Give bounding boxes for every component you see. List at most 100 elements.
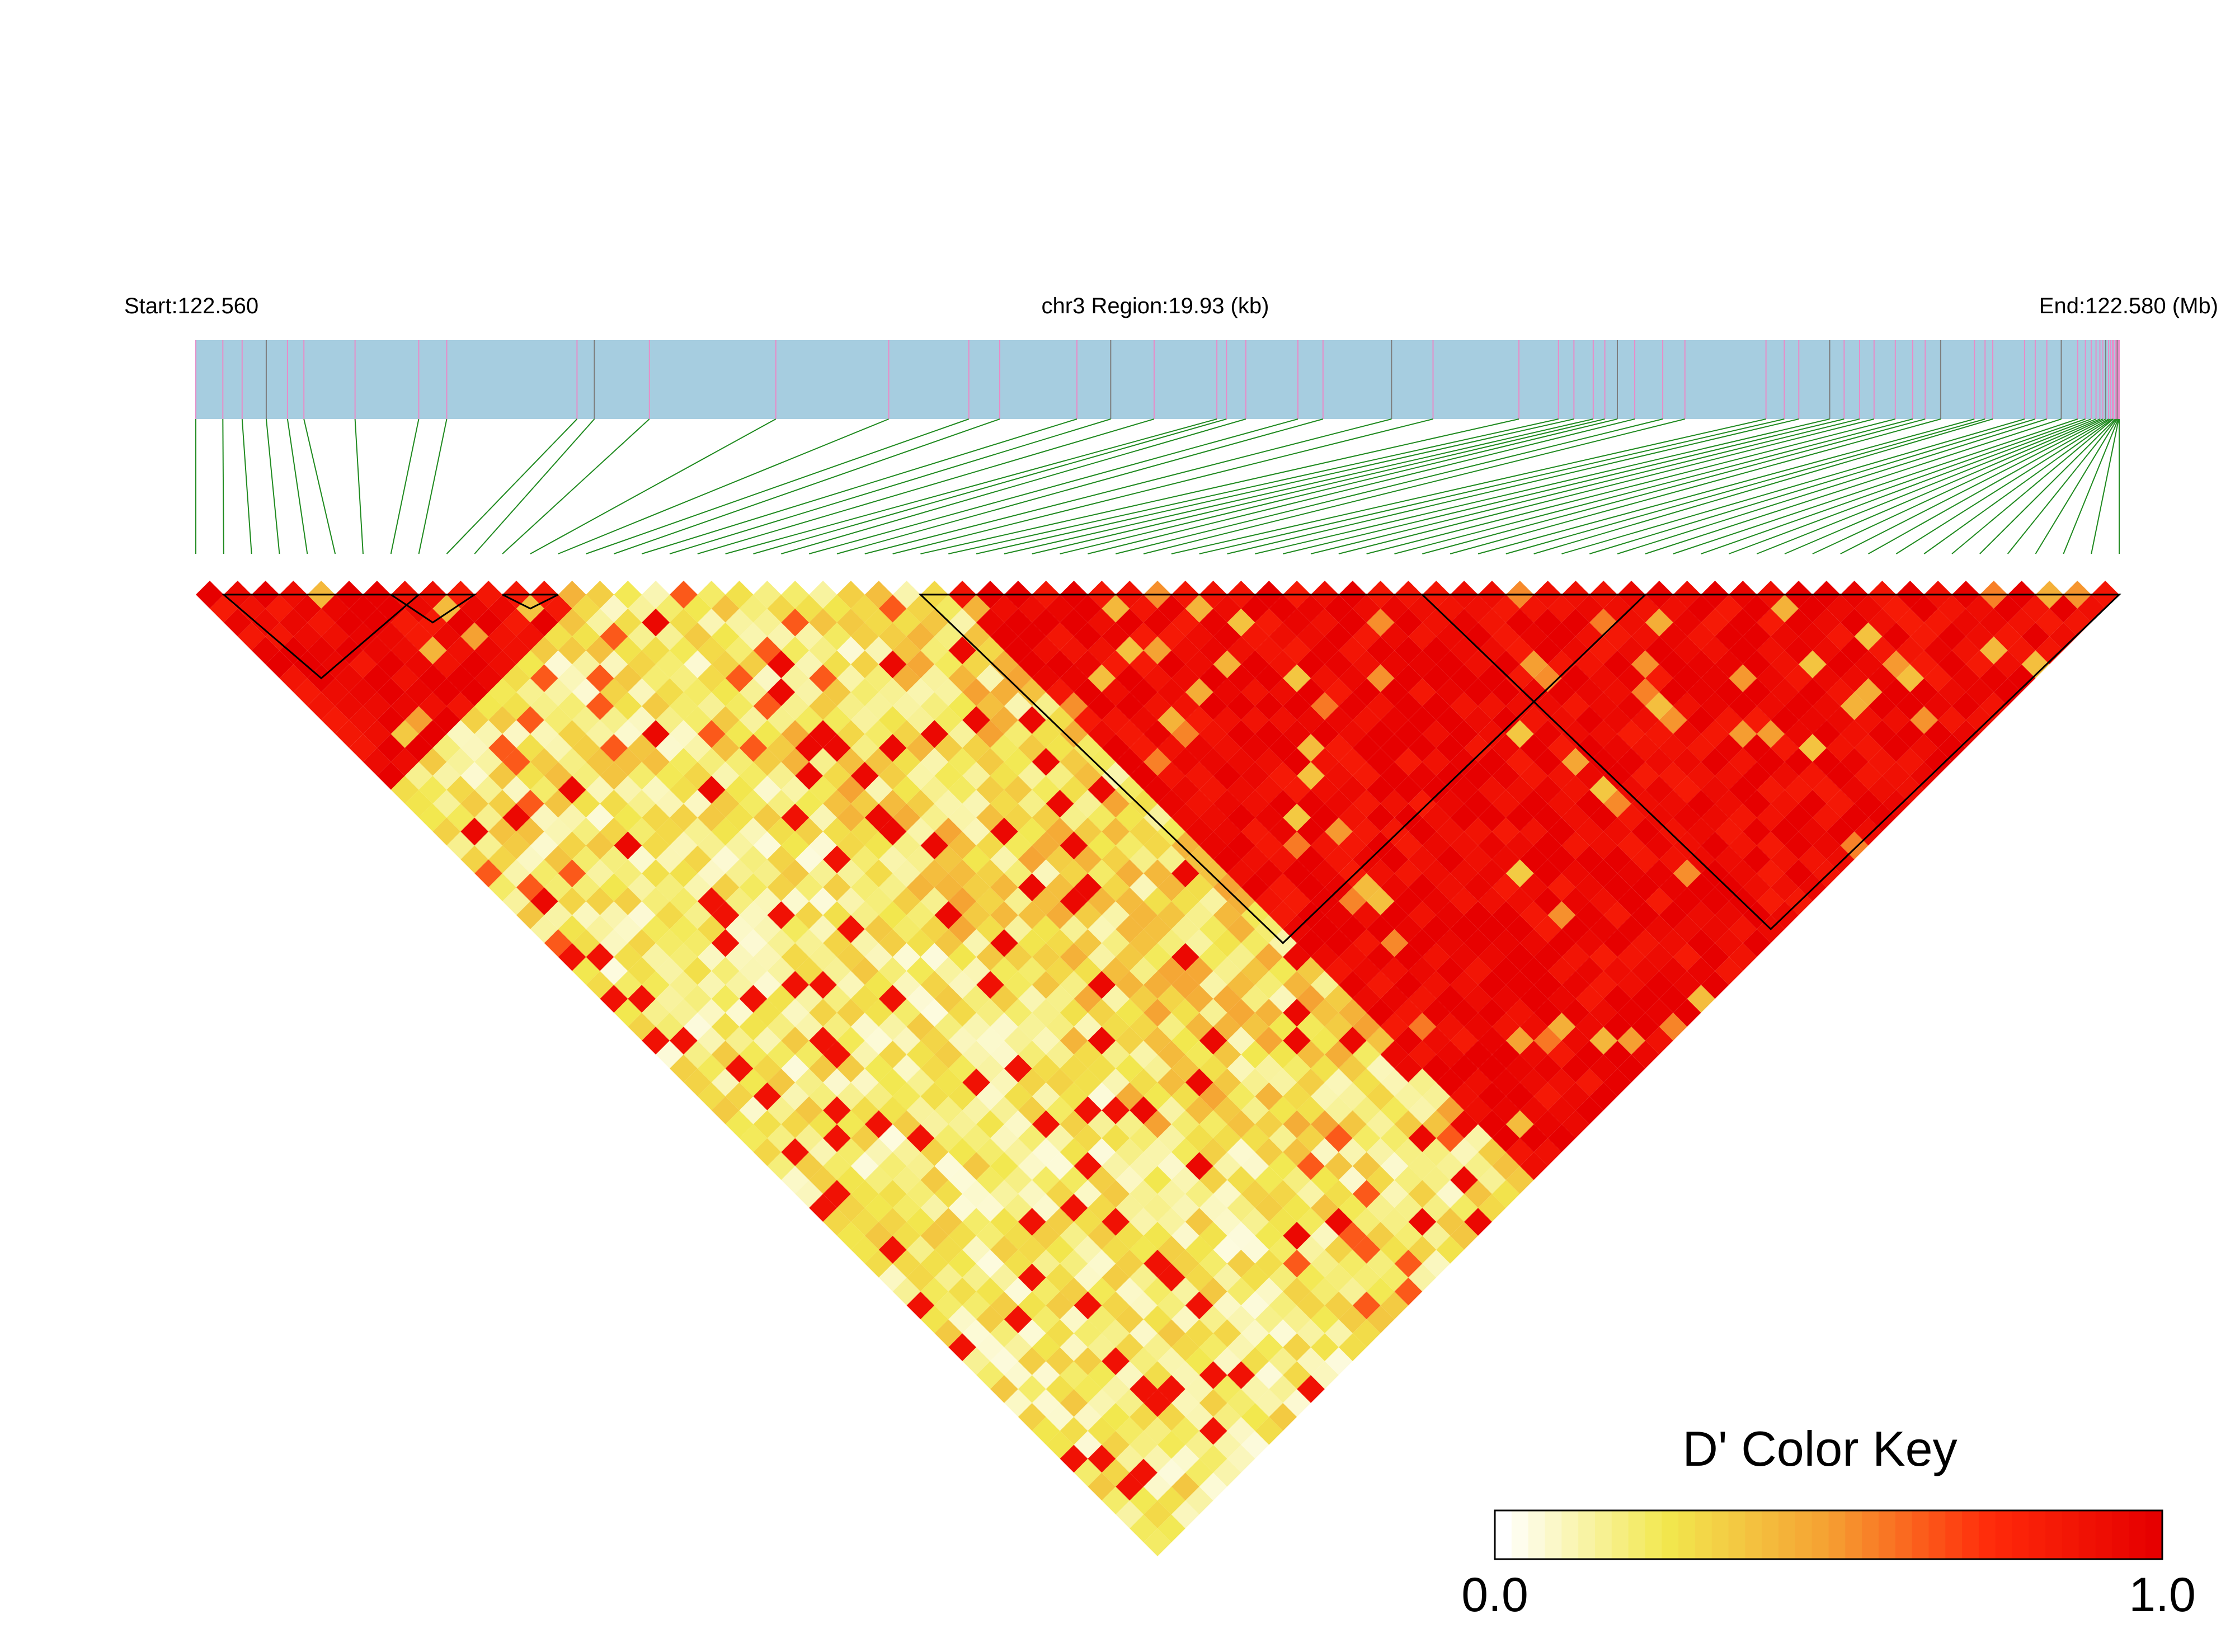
ld-cell: [446, 775, 475, 804]
ld-cell: [1032, 1389, 1060, 1417]
ld-cell: [530, 803, 558, 832]
ld-cell: [1074, 678, 1102, 707]
ld-cell: [460, 706, 489, 735]
ld-cell: [962, 817, 991, 846]
ld-cell: [279, 636, 308, 665]
ld-cell: [530, 608, 558, 637]
ld-cell: [878, 1235, 907, 1264]
snp-connector: [1645, 418, 2062, 554]
ld-cell: [795, 1068, 824, 1096]
ld-cell: [544, 873, 572, 901]
ld-cell: [1074, 789, 1102, 818]
ld-cell: [1338, 1305, 1367, 1334]
ld-cell: [990, 706, 1018, 735]
ld-cell: [544, 734, 572, 762]
haplotype-block-outline: [221, 594, 421, 680]
ld-cell: [1032, 1082, 1060, 1110]
ld-cell: [711, 845, 740, 874]
ld-cell: [1032, 664, 1060, 693]
ld-cell: [711, 678, 740, 707]
ld-cell: [1338, 803, 1367, 832]
ld-cell: [502, 692, 530, 721]
ld-cell: [837, 1082, 865, 1110]
ld-cell: [878, 1068, 907, 1096]
ld-cell: [1743, 873, 1771, 901]
ld-cell: [1812, 859, 1841, 888]
ld-cell: [1171, 1249, 1199, 1278]
ld-cell: [670, 608, 698, 637]
snp-connector: [303, 418, 336, 554]
color-key-swatch: [1611, 1510, 1629, 1559]
ld-cell: [1116, 999, 1144, 1027]
ld-cell: [837, 636, 865, 665]
ld-cell: [1659, 789, 1687, 818]
ld-cell: [1561, 1110, 1590, 1138]
ld-cell: [558, 692, 586, 721]
ld-cell: [1171, 1110, 1199, 1138]
ld-cell: [962, 1041, 991, 1069]
ld-cell: [600, 845, 628, 874]
ld-cell: [753, 581, 782, 609]
color-key-swatch: [2012, 1510, 2030, 1559]
ld-cell: [1032, 1305, 1060, 1334]
ld-cell: [1812, 831, 1841, 860]
ld-cell: [1255, 831, 1283, 860]
ld-cell: [753, 1055, 782, 1082]
ld-cell: [1255, 1277, 1283, 1306]
ld-cell: [1032, 1333, 1060, 1362]
ld-cell: [1074, 1068, 1102, 1096]
snp-connector: [669, 418, 1111, 554]
color-key-swatch: [1778, 1510, 1796, 1559]
ld-cell: [1659, 761, 1687, 790]
ld-cell: [1422, 943, 1451, 971]
ld-cell: [1074, 761, 1102, 790]
ld-cell: [1812, 664, 1841, 693]
ld-cell: [1422, 971, 1451, 999]
ld-cell: [1116, 1305, 1144, 1334]
color-key-swatch: [1762, 1510, 1780, 1559]
ld-cell: [837, 803, 865, 832]
ld-cell: [1799, 873, 1827, 901]
ld-cell: [920, 915, 949, 943]
ld-cell: [990, 594, 1018, 623]
ld-cell: [711, 594, 740, 623]
ld-cell: [1631, 1041, 1659, 1069]
ld-cell: [753, 887, 782, 915]
ld-cell: [1338, 943, 1367, 971]
ld-cell: [1171, 999, 1199, 1027]
snp-connector: [586, 418, 970, 554]
snp-connector: [1812, 418, 2104, 554]
ld-cell: [544, 761, 572, 790]
ld-cell: [390, 608, 419, 637]
ld-cell: [1116, 747, 1144, 776]
ld-cell: [1979, 608, 2008, 637]
snp-connector: [1979, 418, 2116, 554]
ld-cell: [1116, 1500, 1144, 1529]
ld-cell: [1032, 999, 1060, 1027]
ld-cell: [1116, 1082, 1144, 1110]
ld-cell: [920, 971, 949, 999]
ld-cell: [711, 957, 740, 985]
ld-cell: [1171, 1166, 1199, 1194]
color-key-swatch: [1728, 1510, 1746, 1559]
ld-cell: [1659, 650, 1687, 679]
ld-cell: [1032, 1222, 1060, 1250]
ld-cell: [1032, 1194, 1060, 1222]
ld-cell: [1074, 706, 1102, 735]
ld-cell: [460, 734, 489, 762]
color-key-swatch: [2062, 1510, 2079, 1559]
ld-cell: [1032, 943, 1060, 971]
ld-cell: [1338, 1055, 1367, 1082]
ld-cell: [920, 720, 949, 748]
ld-cell: [1171, 747, 1199, 776]
color-key-border: [1494, 1509, 2163, 1560]
ld-cell: [1338, 971, 1367, 999]
ld-cell: [196, 581, 224, 609]
ld-cell: [1074, 873, 1102, 901]
ld-cell: [878, 1208, 907, 1236]
ld-cell: [837, 943, 865, 971]
ld-cell: [1575, 985, 1604, 1013]
snp-connector: [641, 418, 1077, 554]
ld-cell: [1171, 1222, 1199, 1250]
ld-cell: [530, 664, 558, 693]
